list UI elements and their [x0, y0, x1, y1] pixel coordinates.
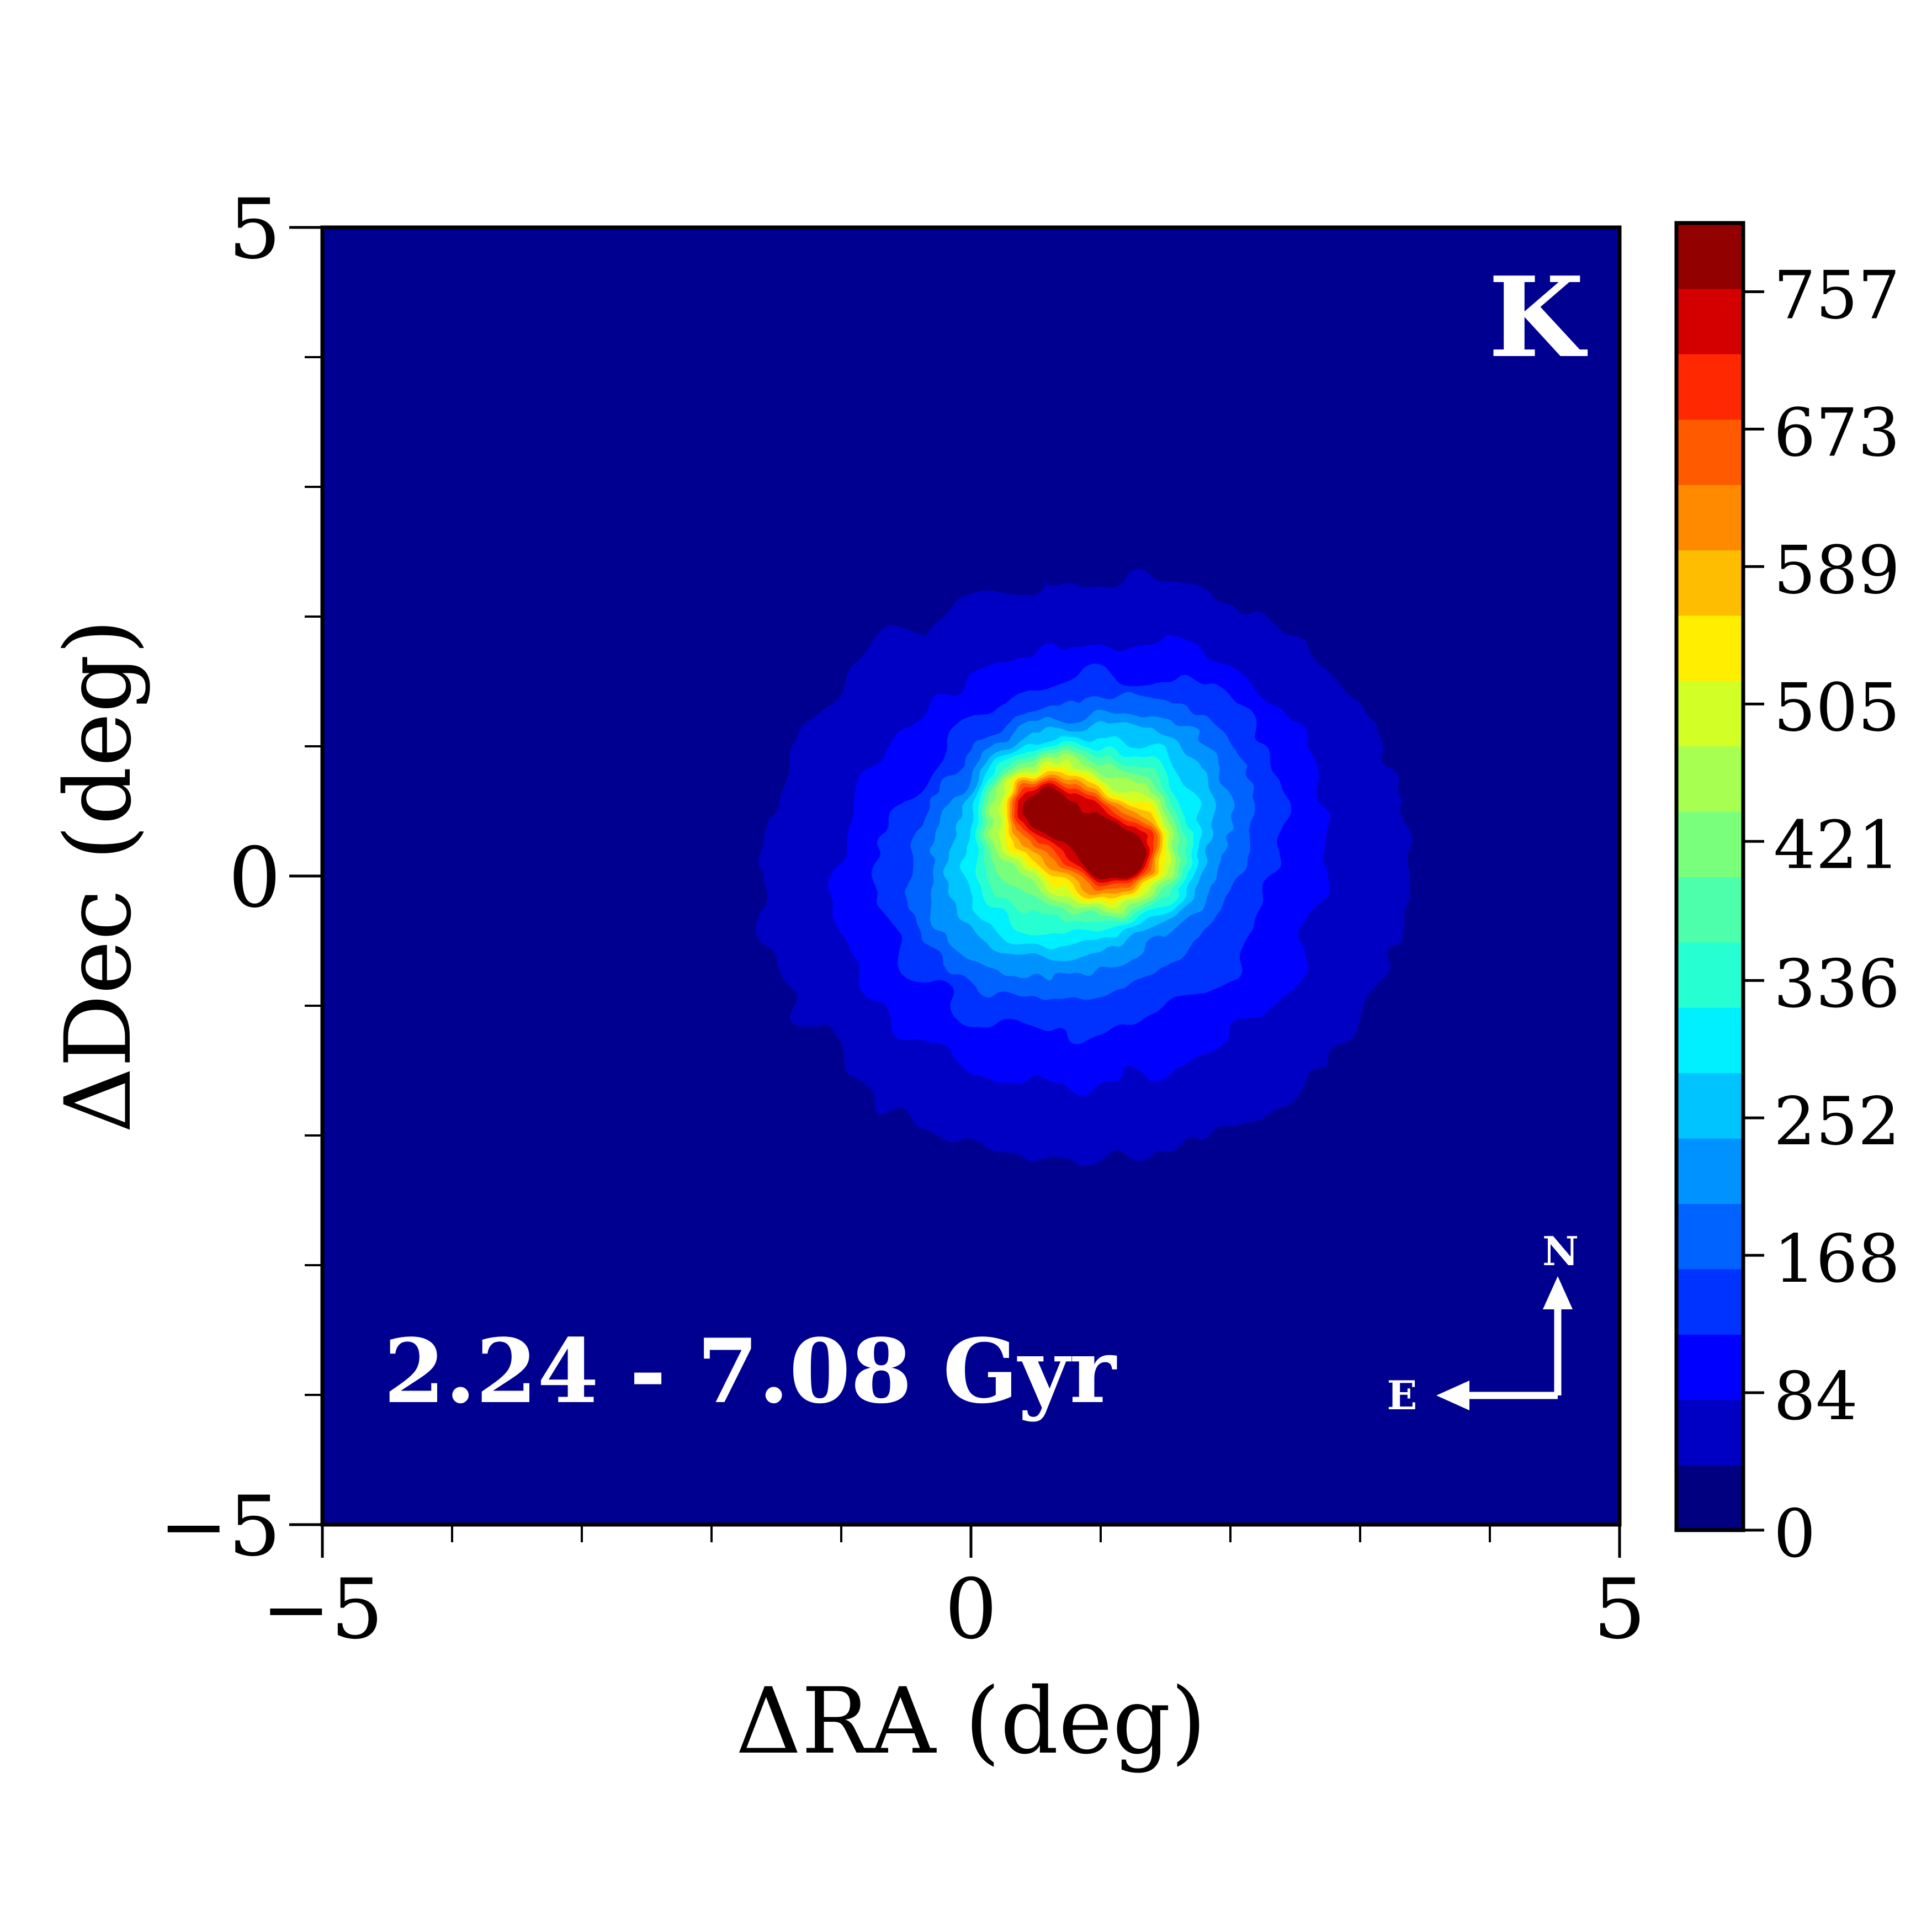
x-tick-label: 5: [1593, 1562, 1646, 1658]
x-tick-label: 0: [944, 1562, 997, 1658]
colorbar-segment: [1676, 288, 1743, 354]
colorbar-tick-label: 421: [1774, 807, 1900, 884]
compass: N E: [1387, 1228, 1579, 1419]
colorbar-segment: [1676, 1268, 1743, 1335]
east-arrowhead: [1436, 1381, 1469, 1410]
compass-east-label: E: [1387, 1372, 1418, 1419]
colorbar-segment: [1676, 680, 1743, 747]
colorbar-segment: [1676, 1073, 1743, 1139]
y-tick-label: 5: [229, 182, 281, 278]
colorbar-segment: [1676, 223, 1743, 289]
contour-level-19: [1025, 789, 1144, 880]
y-axis-label: ΔDec (deg): [45, 619, 151, 1133]
colorbar-segment: [1676, 484, 1743, 550]
colorbar: [1676, 223, 1743, 1531]
colorbar-segment: [1676, 942, 1743, 1008]
colorbar-segment: [1676, 877, 1743, 943]
panel-label: K: [1488, 253, 1588, 383]
colorbar-frame: [1674, 221, 1745, 1532]
x-axis-ticks: −5 0 5: [261, 1525, 1646, 1658]
colorbar-segment: [1676, 419, 1743, 485]
colorbar-segment: [1676, 1399, 1743, 1466]
colorbar-segment: [1676, 1334, 1743, 1400]
colorbar-segment: [1676, 353, 1743, 420]
colorbar-segment: [1676, 1138, 1743, 1204]
colorbar-segment: [1676, 615, 1743, 681]
x-tick-label: −5: [261, 1562, 383, 1658]
colorbar-tick-label: 673: [1774, 395, 1900, 471]
colorbar-segment: [1676, 1007, 1743, 1074]
compass-arrows: [1466, 1305, 1562, 1399]
colorbar-ticks: 0 84 168 252 336 421 505 589 673 757: [1743, 257, 1900, 1573]
colorbar-segment: [1676, 1203, 1743, 1270]
colorbar-tick-label: 589: [1774, 532, 1900, 609]
colorbar-tick-label: 0: [1774, 1496, 1816, 1573]
y-tick-label: 0: [229, 830, 281, 926]
colorbar-tick-label: 757: [1774, 257, 1900, 334]
contour-field: [763, 577, 1412, 1160]
compass-north-label: N: [1542, 1228, 1579, 1275]
y-tick-label: −5: [159, 1479, 281, 1575]
colorbar-tick-label: 84: [1774, 1358, 1858, 1435]
colorbar-segment: [1676, 746, 1743, 812]
age-range-label: 2.24 - 7.08 Gyr: [384, 1319, 1117, 1423]
y-axis-ticks: −5 0 5: [159, 182, 322, 1575]
north-arrowhead: [1543, 1276, 1573, 1309]
colorbar-tick-label: 336: [1774, 946, 1900, 1023]
colorbar-tick-label: 168: [1774, 1221, 1900, 1298]
colorbar-segment: [1676, 811, 1743, 877]
colorbar-segment: [1676, 1464, 1743, 1531]
x-axis-label: ΔRA (deg): [736, 1668, 1207, 1774]
colorbar-segment: [1676, 550, 1743, 616]
colorbar-tick-label: 252: [1774, 1084, 1900, 1160]
colorbar-tick-label: 505: [1774, 670, 1900, 746]
